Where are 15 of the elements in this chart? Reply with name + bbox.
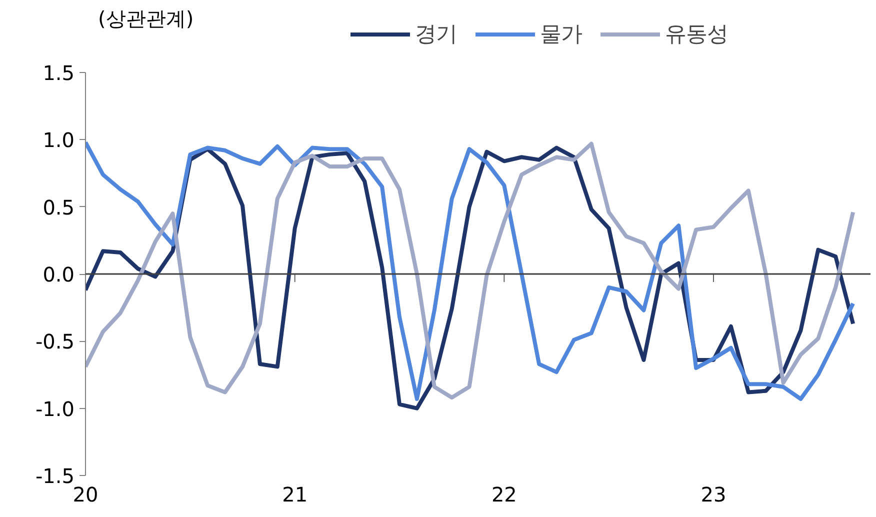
y-tick-label: 0.0	[42, 262, 75, 286]
x-tick-label: 20	[72, 482, 98, 506]
y-tick-label: 1.5	[42, 61, 75, 85]
y-tick-label: -0.5	[35, 330, 75, 354]
x-tick-label: 21	[282, 482, 308, 506]
text: (상관관계)	[98, 6, 194, 30]
y-tick-label: 0.5	[42, 195, 75, 220]
y-tick-label: -1.0	[35, 396, 75, 421]
legend-label: 물가	[540, 21, 582, 48]
legend-label: 경기	[415, 21, 457, 48]
y-tick-label: 1.0	[42, 128, 75, 152]
x-tick-label: 22	[491, 482, 517, 506]
x-tick-label: 23	[700, 482, 726, 506]
y-tick-label: -1.5	[35, 464, 75, 488]
legend-label: 유동성	[665, 21, 728, 48]
